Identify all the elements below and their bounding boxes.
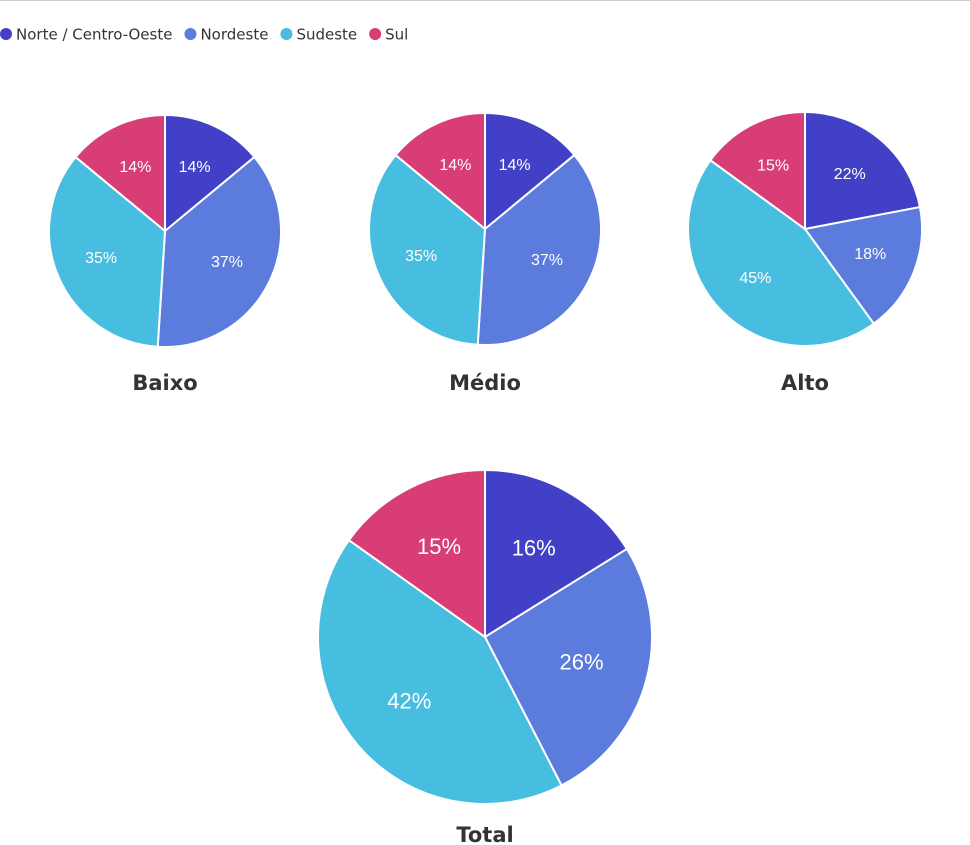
pie-slice — [484, 468, 629, 639]
pie-slice — [347, 468, 486, 639]
pie-slice — [804, 110, 922, 231]
legend-marker — [369, 28, 382, 40]
pie-slice — [476, 153, 602, 346]
pie-slice — [394, 111, 486, 232]
data-label: 22% — [834, 166, 866, 183]
chart-title: Alto — [781, 371, 829, 395]
pie-slice — [368, 153, 487, 346]
data-label: 14% — [179, 159, 211, 176]
chart-title: Baixo — [132, 371, 197, 395]
data-label: 37% — [211, 254, 243, 271]
pie-slice — [164, 113, 256, 234]
pie-slice — [484, 111, 576, 232]
legend-marker — [0, 28, 12, 40]
pie-slice — [156, 155, 282, 348]
pie-slice — [708, 110, 806, 231]
pie-slice — [48, 155, 167, 348]
data-label: 42% — [387, 688, 431, 713]
data-label: 15% — [757, 158, 789, 175]
data-label: 35% — [85, 250, 117, 267]
chart-title: Total — [456, 823, 513, 845]
data-label: 45% — [739, 270, 771, 287]
data-label: 26% — [560, 650, 604, 675]
legend-marker — [280, 28, 293, 40]
pie-slice — [317, 538, 563, 805]
pie-slice — [803, 205, 923, 326]
data-label: 16% — [512, 535, 556, 560]
data-label: 37% — [531, 252, 563, 269]
legend-label: Sudeste — [296, 26, 357, 44]
legend-label: Nordeste — [200, 26, 268, 44]
data-label: 35% — [405, 248, 437, 265]
pie-slice — [687, 158, 876, 347]
legend-marker — [184, 28, 197, 40]
data-label: 14% — [499, 157, 531, 174]
legend-label: Norte / Centro-Oeste — [16, 26, 172, 44]
pie-slice — [483, 547, 653, 787]
data-label: 14% — [439, 157, 471, 174]
data-label: 15% — [417, 534, 461, 559]
legend-label: Sul — [385, 26, 408, 44]
data-label: 14% — [119, 159, 151, 176]
pie-slice — [74, 113, 166, 234]
data-label: 18% — [854, 246, 886, 263]
chart-title: Médio — [449, 371, 521, 395]
